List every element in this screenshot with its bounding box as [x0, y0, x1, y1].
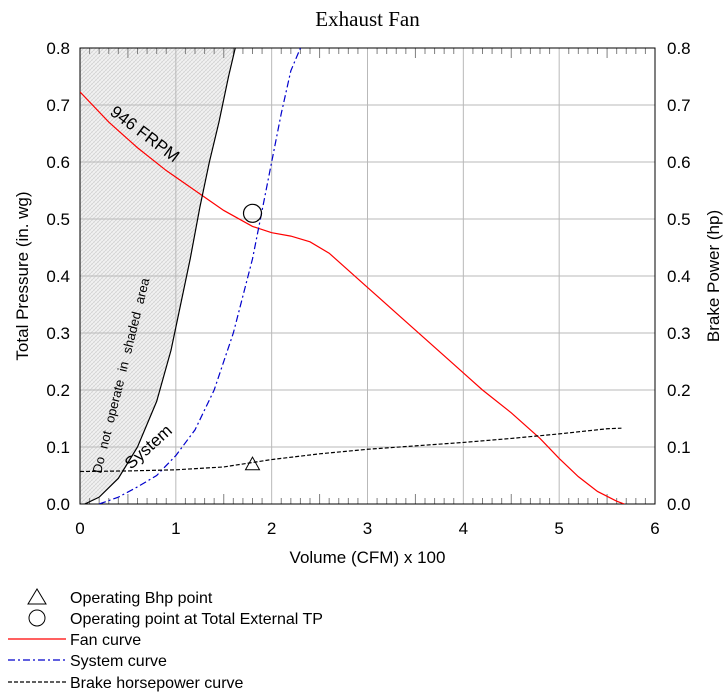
x-tick-label: 5 [554, 519, 563, 538]
operating-point-circle-marker [242, 203, 263, 223]
operating-bhp-triangle-marker [244, 456, 261, 471]
y-tick-label: 0.1 [46, 438, 70, 457]
x-tick-label: 1 [171, 519, 180, 538]
legend-entry-label: Operating point at Total External TP [70, 611, 323, 628]
markers-layer [242, 203, 263, 471]
legend: Operating Bhp point Operating point at To… [8, 588, 323, 692]
y-tick-labels: 0.0 0.1 0.2 0.3 0.4 0.5 0.6 0.7 0.8 [46, 39, 70, 514]
fan-curve-line [80, 91, 625, 504]
x-axis-label: Volume (CFM) x 100 [290, 548, 446, 567]
x-tick-label: 0 [75, 519, 84, 538]
y2-tick-label: 0.1 [667, 438, 691, 457]
y-tick-label: 0.4 [46, 267, 70, 286]
x-tick-labels: 0 1 2 3 4 5 6 [75, 519, 659, 538]
y-tick-label: 0.8 [46, 39, 70, 58]
y-axis-label: Total Pressure (in. wg) [13, 191, 32, 360]
y2-tick-label: 0.8 [667, 39, 691, 58]
y2-tick-label: 0.6 [667, 153, 691, 172]
y2-tick-label: 0.5 [667, 210, 691, 229]
y2-tick-label: 0.0 [667, 495, 691, 514]
y-tick-label: 0.2 [46, 381, 70, 400]
y2-tick-label: 0.4 [667, 267, 691, 286]
y2-axis-label: Brake Power (hp) [704, 210, 723, 342]
legend-entry-label: Brake horsepower curve [70, 675, 244, 692]
y-tick-label: 0.7 [46, 96, 70, 115]
grid-lines [80, 48, 655, 504]
y-tick-label: 0.3 [46, 324, 70, 343]
y2-tick-label: 0.2 [667, 381, 691, 400]
legend-entry-label: Operating Bhp point [70, 590, 213, 607]
y-tick-label: 0.5 [46, 210, 70, 229]
system-line [84, 48, 236, 504]
y-tick-label: 0.6 [46, 153, 70, 172]
legend-entry-label: System curve [70, 653, 167, 670]
x-tick-label: 4 [459, 519, 468, 538]
plot-frame [79, 47, 656, 505]
legend-entry-label: Fan curve [70, 632, 141, 649]
brake-horsepower-curve-line [80, 427, 622, 473]
y-tick-label: 0.0 [46, 495, 70, 514]
chart-title: Exhaust Fan [315, 7, 420, 31]
x-tick-label: 2 [267, 519, 276, 538]
y2-tick-labels: 0.0 0.1 0.2 0.3 0.4 0.5 0.6 0.7 0.8 [667, 39, 691, 514]
y2-tick-label: 0.3 [667, 324, 691, 343]
legend-circle-icon [28, 609, 46, 627]
series-layer [80, 48, 625, 504]
x-tick-label: 6 [650, 519, 659, 538]
legend-triangle-icon [27, 588, 47, 605]
x-tick-label: 3 [363, 519, 372, 538]
system-curve-line [98, 48, 301, 504]
minor-ticks [89, 48, 646, 504]
y2-tick-label: 0.7 [667, 96, 691, 115]
